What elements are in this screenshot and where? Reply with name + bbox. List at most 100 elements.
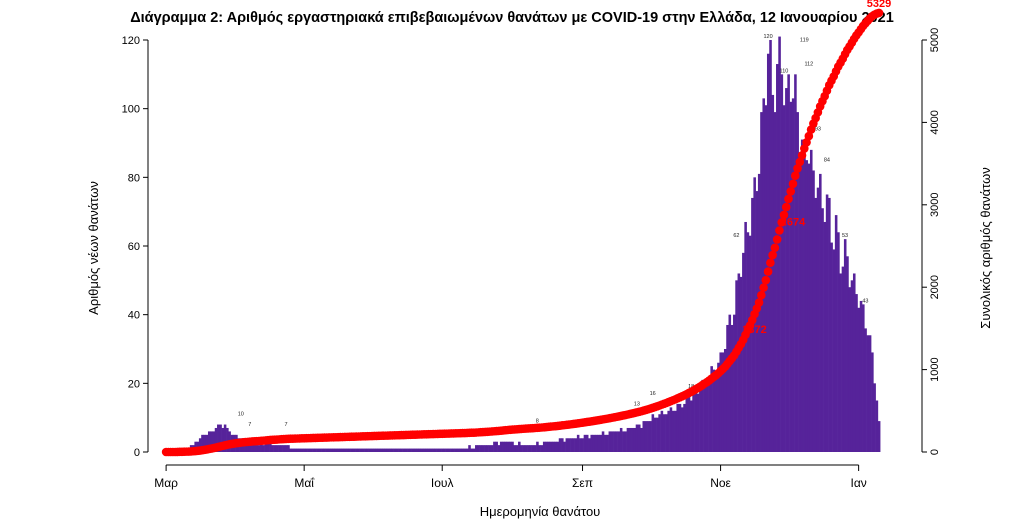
daily-death-bar xyxy=(382,448,385,452)
bar-value-label: 110 xyxy=(780,68,789,74)
daily-death-bar xyxy=(361,448,365,452)
daily-death-bar xyxy=(665,414,668,452)
daily-death-bar xyxy=(680,407,684,452)
daily-death-bar xyxy=(794,74,797,452)
cumulative-point xyxy=(766,258,775,268)
daily-death-bar xyxy=(604,434,607,452)
daily-death-bar xyxy=(472,448,476,452)
daily-death-bar xyxy=(585,434,589,452)
daily-death-bar xyxy=(269,441,272,452)
axes-layer: 0 20 40 60 80 100 120 0 1000 2000 3000 4000 5000 Μαρ Μ… xyxy=(122,28,941,490)
daily-death-bar xyxy=(309,448,313,452)
daily-death-bar xyxy=(839,273,842,452)
daily-death-bar xyxy=(631,427,634,452)
daily-death-bar xyxy=(728,314,732,452)
daily-death-bar xyxy=(511,441,514,452)
daily-death-bar xyxy=(653,417,657,452)
daily-death-bar xyxy=(330,448,333,452)
daily-death-bar xyxy=(250,441,254,452)
daily-death-bar xyxy=(814,197,818,452)
daily-death-bar xyxy=(375,448,379,452)
daily-death-bar xyxy=(484,445,487,452)
daily-death-bar xyxy=(597,434,600,452)
daily-death-bar xyxy=(762,98,766,452)
daily-death-bar xyxy=(656,417,659,452)
daily-death-bar xyxy=(255,445,259,452)
daily-death-bar xyxy=(475,445,478,452)
daily-death-bar xyxy=(760,112,763,452)
daily-death-bar xyxy=(391,448,394,452)
y-tick-label: 20 xyxy=(128,378,140,390)
daily-death-bar xyxy=(316,448,320,452)
daily-death-bar xyxy=(608,431,612,452)
daily-death-bar xyxy=(264,441,268,452)
daily-death-bar xyxy=(868,335,872,452)
daily-death-bar xyxy=(518,441,521,452)
bar-value-label: 7 xyxy=(248,422,251,428)
daily-death-bar xyxy=(432,448,435,452)
daily-death-bar xyxy=(746,232,750,452)
daily-death-bar xyxy=(717,362,720,452)
daily-death-bar xyxy=(217,424,220,452)
daily-death-bar xyxy=(789,101,793,453)
daily-death-bar xyxy=(493,441,496,452)
daily-death-bar xyxy=(766,53,770,452)
cumulative-point xyxy=(784,194,793,204)
daily-death-bar xyxy=(855,294,858,452)
cumulative-point xyxy=(775,226,784,235)
y2-tick-label: 4000 xyxy=(929,110,941,134)
daily-death-bar xyxy=(384,448,388,452)
daily-death-bar xyxy=(590,434,594,452)
daily-death-bar xyxy=(529,445,532,452)
daily-death-bar xyxy=(502,441,505,452)
daily-death-bar xyxy=(671,410,675,452)
daily-death-bar xyxy=(690,400,693,452)
daily-death-bar xyxy=(626,427,630,452)
bar-value-label: 93 xyxy=(815,127,821,133)
daily-death-bar xyxy=(739,276,743,452)
daily-death-bar xyxy=(416,448,419,452)
cumulative-point xyxy=(788,179,798,189)
daily-death-bar xyxy=(271,445,274,452)
daily-death-bar xyxy=(825,194,829,452)
daily-death-bar xyxy=(450,448,453,452)
daily-death-bar xyxy=(599,434,603,452)
daily-death-bar xyxy=(703,379,707,452)
daily-death-bar xyxy=(334,448,338,452)
daily-death-bar xyxy=(205,434,209,452)
x-tick-label: Μαΐ xyxy=(294,476,315,490)
daily-death-bar xyxy=(563,441,566,452)
cumulative-point xyxy=(768,250,777,260)
cumulative-value-label: 5329 xyxy=(867,0,891,10)
daily-death-bar xyxy=(667,410,670,452)
daily-death-bar xyxy=(407,448,410,452)
bar-value-label: 7 xyxy=(285,422,288,428)
daily-death-bar xyxy=(807,163,811,452)
daily-death-bar xyxy=(447,448,451,452)
daily-death-bar xyxy=(565,438,569,452)
cumulative-point xyxy=(757,290,766,300)
daily-death-bar xyxy=(828,197,831,452)
daily-death-bar xyxy=(312,448,315,452)
daily-death-bar xyxy=(522,445,526,452)
daily-death-bar xyxy=(198,438,202,452)
daily-death-bar xyxy=(418,448,422,452)
daily-death-bar xyxy=(536,441,539,452)
daily-death-bar xyxy=(579,438,582,452)
daily-death-bar xyxy=(726,324,729,452)
daily-death-bar xyxy=(819,173,822,452)
y-tick-label: 120 xyxy=(122,35,140,47)
daily-death-bar xyxy=(346,448,349,452)
bar-value-label: 10 xyxy=(238,412,244,418)
daily-death-bar xyxy=(850,280,854,452)
cumulative-point xyxy=(759,283,768,292)
daily-death-bar xyxy=(359,448,363,452)
daily-death-bar xyxy=(581,438,584,452)
daily-death-bar xyxy=(676,403,680,452)
cumulative-point xyxy=(777,218,786,227)
x-tick-label: Ιαν xyxy=(850,476,866,490)
daily-death-bar xyxy=(531,445,535,452)
y-axis-label: Αριθμός νέων θανάτων xyxy=(86,181,101,315)
daily-death-bar xyxy=(633,427,637,452)
daily-death-bar xyxy=(486,445,489,452)
